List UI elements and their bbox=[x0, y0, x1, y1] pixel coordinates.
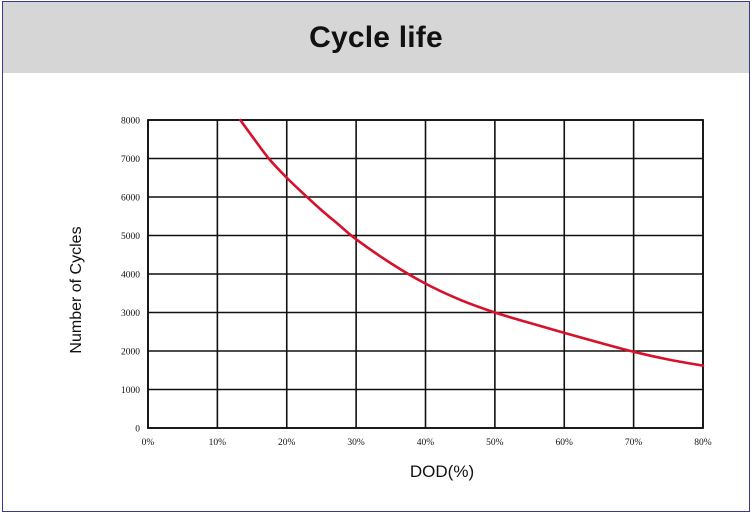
cycle-life-curve bbox=[238, 118, 705, 367]
y-tick-label: 3000 bbox=[121, 309, 140, 319]
x-tick-label: 70% bbox=[625, 438, 643, 448]
plot-border bbox=[147, 119, 704, 429]
x-tick-label: 40% bbox=[417, 438, 435, 448]
y-tick-label: 6000 bbox=[121, 194, 140, 204]
series-layer bbox=[238, 118, 705, 367]
y-tick-label: 4000 bbox=[121, 271, 140, 281]
chart-title: Cycle life bbox=[309, 20, 443, 54]
y-tick-label: 0 bbox=[135, 425, 140, 435]
y-axis-label: Number of Cycles bbox=[68, 226, 85, 353]
x-axis-label: DOD(%) bbox=[410, 462, 474, 481]
x-tick-label: 50% bbox=[486, 438, 504, 448]
x-tick-label: 10% bbox=[209, 438, 227, 448]
title-banner: Cycle life bbox=[3, 2, 749, 73]
grid bbox=[147, 119, 704, 429]
x-tick-label: 80% bbox=[694, 438, 712, 448]
y-tick-label: 7000 bbox=[121, 155, 140, 165]
x-tick-label: 0% bbox=[142, 438, 155, 448]
x-tick-label: 20% bbox=[278, 438, 296, 448]
y-tick-label: 2000 bbox=[121, 348, 140, 358]
y-tick-label: 8000 bbox=[121, 117, 140, 127]
y-tick-label: 5000 bbox=[121, 232, 140, 242]
y-tick-label: 1000 bbox=[121, 386, 140, 396]
tick-labels: 0% 10% 20% 30% 40% 50% 60% 70% 80% 0 1000 2000 3000 4… bbox=[121, 117, 712, 449]
x-tick-label: 30% bbox=[347, 438, 365, 448]
x-tick-label: 60% bbox=[556, 438, 574, 448]
